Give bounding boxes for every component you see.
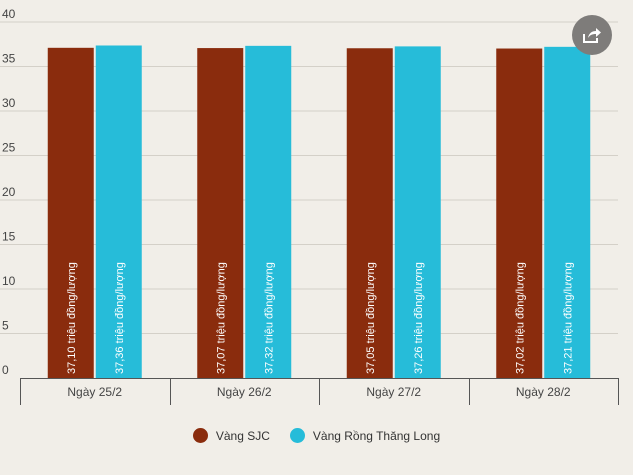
bar-sjc-4 (496, 48, 543, 378)
y-tick-label-20: 20 (2, 185, 16, 199)
y-tick-label-40: 40 (2, 7, 16, 21)
x-tick-label-1: Ngày 25/2 (67, 385, 122, 399)
legend-label-rong-thang-long: Vàng Rồng Thăng Long (312, 428, 441, 443)
y-tick-label-35: 35 (2, 52, 16, 66)
x-axis: Ngày 25/2 Ngày 26/2 Ngày 27/2 Ngày 28/2 (20, 378, 619, 405)
legend-label-sjc: Vàng SJC (215, 428, 270, 443)
y-tick-label-5: 5 (2, 319, 9, 333)
bar-rong-thang-long-3 (394, 46, 441, 379)
y-axis-ticks: 0 5 10 15 20 25 30 35 40 (2, 7, 16, 377)
legend: Vàng SJC Vàng Rồng Thăng Long (0, 428, 633, 443)
legend-marker-sjc (192, 428, 208, 443)
bar-sjc-3 (346, 48, 393, 378)
y-tick-label-0: 0 (2, 363, 9, 377)
bar-label-sjc-4: 37,02 triệu đồng/lượng (514, 262, 526, 374)
legend-item-rong-thang-long[interactable]: Vàng Rồng Thăng Long (289, 428, 441, 443)
bar-label-rong-thang-long-1: 37,36 triệu đồng/lượng (114, 262, 126, 374)
share-button[interactable] (572, 15, 612, 55)
bar-sjc-2 (197, 48, 244, 379)
y-tick-label-25: 25 (2, 141, 16, 155)
x-tick-label-4: Ngày 28/2 (516, 385, 571, 399)
bar-label-rong-thang-long-2: 37,32 triệu đồng/lượng (263, 262, 275, 374)
share-icon (583, 28, 601, 43)
x-tick-label-2: Ngày 26/2 (217, 385, 272, 399)
bar-rong-thang-long-2 (245, 45, 292, 379)
y-tick-label-10: 10 (2, 274, 16, 288)
bars: 37,10 triệu đồng/lượng 37,36 triệu đồng/l… (47, 45, 591, 379)
y-tick-label-30: 30 (2, 96, 16, 110)
y-tick-label-15: 15 (2, 230, 16, 244)
bar-label-sjc-1: 37,10 triệu đồng/lượng (66, 262, 78, 374)
legend-marker-rong-thang-long (289, 428, 305, 443)
x-tick-label-3: Ngày 27/2 (366, 385, 421, 399)
bar-label-rong-thang-long-4: 37,21 triệu đồng/lượng (562, 262, 574, 374)
legend-item-sjc[interactable]: Vàng SJC (192, 428, 270, 443)
bar-label-rong-thang-long-3: 37,26 triệu đồng/lượng (413, 262, 425, 374)
bar-rong-thang-long-1 (95, 45, 142, 378)
bar-label-sjc-2: 37,07 triệu đồng/lượng (215, 262, 227, 374)
bar-label-sjc-3: 37,05 triệu đồng/lượng (365, 262, 377, 374)
bar-rong-thang-long-4 (544, 46, 591, 379)
bar-sjc-1 (47, 47, 94, 379)
